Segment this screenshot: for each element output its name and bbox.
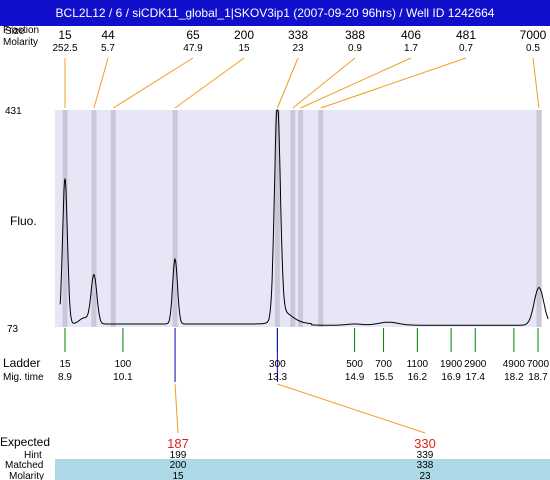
ladder-size-label: 300 [269,359,286,370]
matched-molarity-value: 15 [172,471,184,480]
ladder-time-label: 13.3 [268,372,288,383]
peak-leader-line [93,57,109,109]
peak-molarity-label: 0.7 [459,43,473,54]
peak-leader-line [320,57,467,109]
title-bar: BCL2L12 / 6 / siCDK11_global_1|SKOV3ip1 … [0,0,550,26]
peak-band-8 [536,110,542,327]
peak-molarity-label: 5.7 [101,43,115,54]
ladder-time-label: 15.5 [374,372,394,383]
peak-band-6 [298,110,304,327]
hint-size-value: 339 [417,450,434,461]
peak-band-4 [274,110,280,327]
y-tick-min: 73 [7,324,19,335]
matched-molarity-value: 23 [419,471,431,480]
electropherogram-trace [59,109,549,326]
y-tick-max: 431 [5,106,22,117]
ladder-time-label: 16.2 [408,372,428,383]
molarity-header-label: Molarity [3,37,38,48]
molarity-bottom-label: Molarity [9,471,44,480]
expected-size-value: 330 [414,436,436,451]
peak-leader-line [532,57,540,109]
ladder-size-label: 1100 [407,359,429,370]
matched-label: Matched [5,460,43,471]
peak-molarity-label: 0.9 [348,43,362,54]
matched-size-value: 338 [417,460,434,471]
peak-leader-line [276,57,299,109]
peak-size-label: 200 [234,28,254,42]
ladder-time-label: 8.9 [58,372,72,383]
ladder-time-label: 14.9 [345,372,365,383]
peak-leader-line [174,57,245,109]
window-title: BCL2L12 / 6 / siCDK11_global_1|SKOV3ip1 … [55,6,495,20]
ladder-size-label: 100 [115,359,132,370]
hint-size-value: 199 [170,450,187,461]
mig-time-label: Mig. time [3,372,44,383]
ladder-size-label: 700 [375,359,392,370]
ladder-time-label: 18.7 [528,372,548,383]
peak-molarity-label: 47.9 [183,43,203,54]
ladder-size-label: 1900 [440,359,463,370]
electropherogram-chart: 15252.5445.76547.920015338233880.94061.7… [0,26,550,480]
fraction-label: Fraction [3,26,39,36]
peak-size-label: 406 [401,28,421,42]
y-axis-label: Fluo. [10,214,37,228]
peak-band-5 [290,110,296,327]
hint-label: Hint [24,450,42,461]
peak-leader-line [292,57,356,109]
peak-size-label: 7000 [520,28,547,42]
peak-band-3 [172,110,178,327]
expected-label: Expected [0,435,50,449]
peak-band-1 [91,110,97,327]
ladder-size-label: 15 [59,359,71,370]
ladder-size-label: 2900 [464,359,487,370]
peak-molarity-label: 0.5 [526,43,540,54]
peak-band-0 [62,110,68,327]
peak-molarity-label: 23 [292,43,304,54]
expected-leader-line [174,383,179,434]
ladder-time-label: 10.1 [113,372,133,383]
matched-size-value: 200 [170,460,187,471]
peak-band-2 [110,110,116,327]
ladder-size-label: 4900 [503,359,526,370]
ladder-time-label: 16.9 [441,372,461,383]
expected-size-value: 187 [167,436,189,451]
expected-leader-line [277,383,426,434]
ladder-time-label: 18.2 [504,372,524,383]
peak-leader-line [300,57,412,109]
peak-size-label: 481 [456,28,476,42]
peak-molarity-label: 252.5 [52,43,77,54]
peak-size-label: 388 [345,28,365,42]
ladder-time-label: 17.4 [466,372,486,383]
peak-molarity-label: 1.7 [404,43,418,54]
ladder-label: Ladder [3,356,40,370]
peak-size-label: 65 [186,28,200,42]
size-label: Size [5,26,25,37]
peak-leader-line [112,57,194,109]
ladder-size-label: 500 [346,359,363,370]
ladder-size-label: 7000 [527,359,550,370]
peak-size-label: 15 [58,28,72,42]
peak-band-7 [318,110,324,327]
peak-size-label: 44 [101,28,115,42]
matched-row-band [55,459,550,480]
peak-molarity-label: 15 [238,43,250,54]
peak-size-label: 338 [288,28,308,42]
